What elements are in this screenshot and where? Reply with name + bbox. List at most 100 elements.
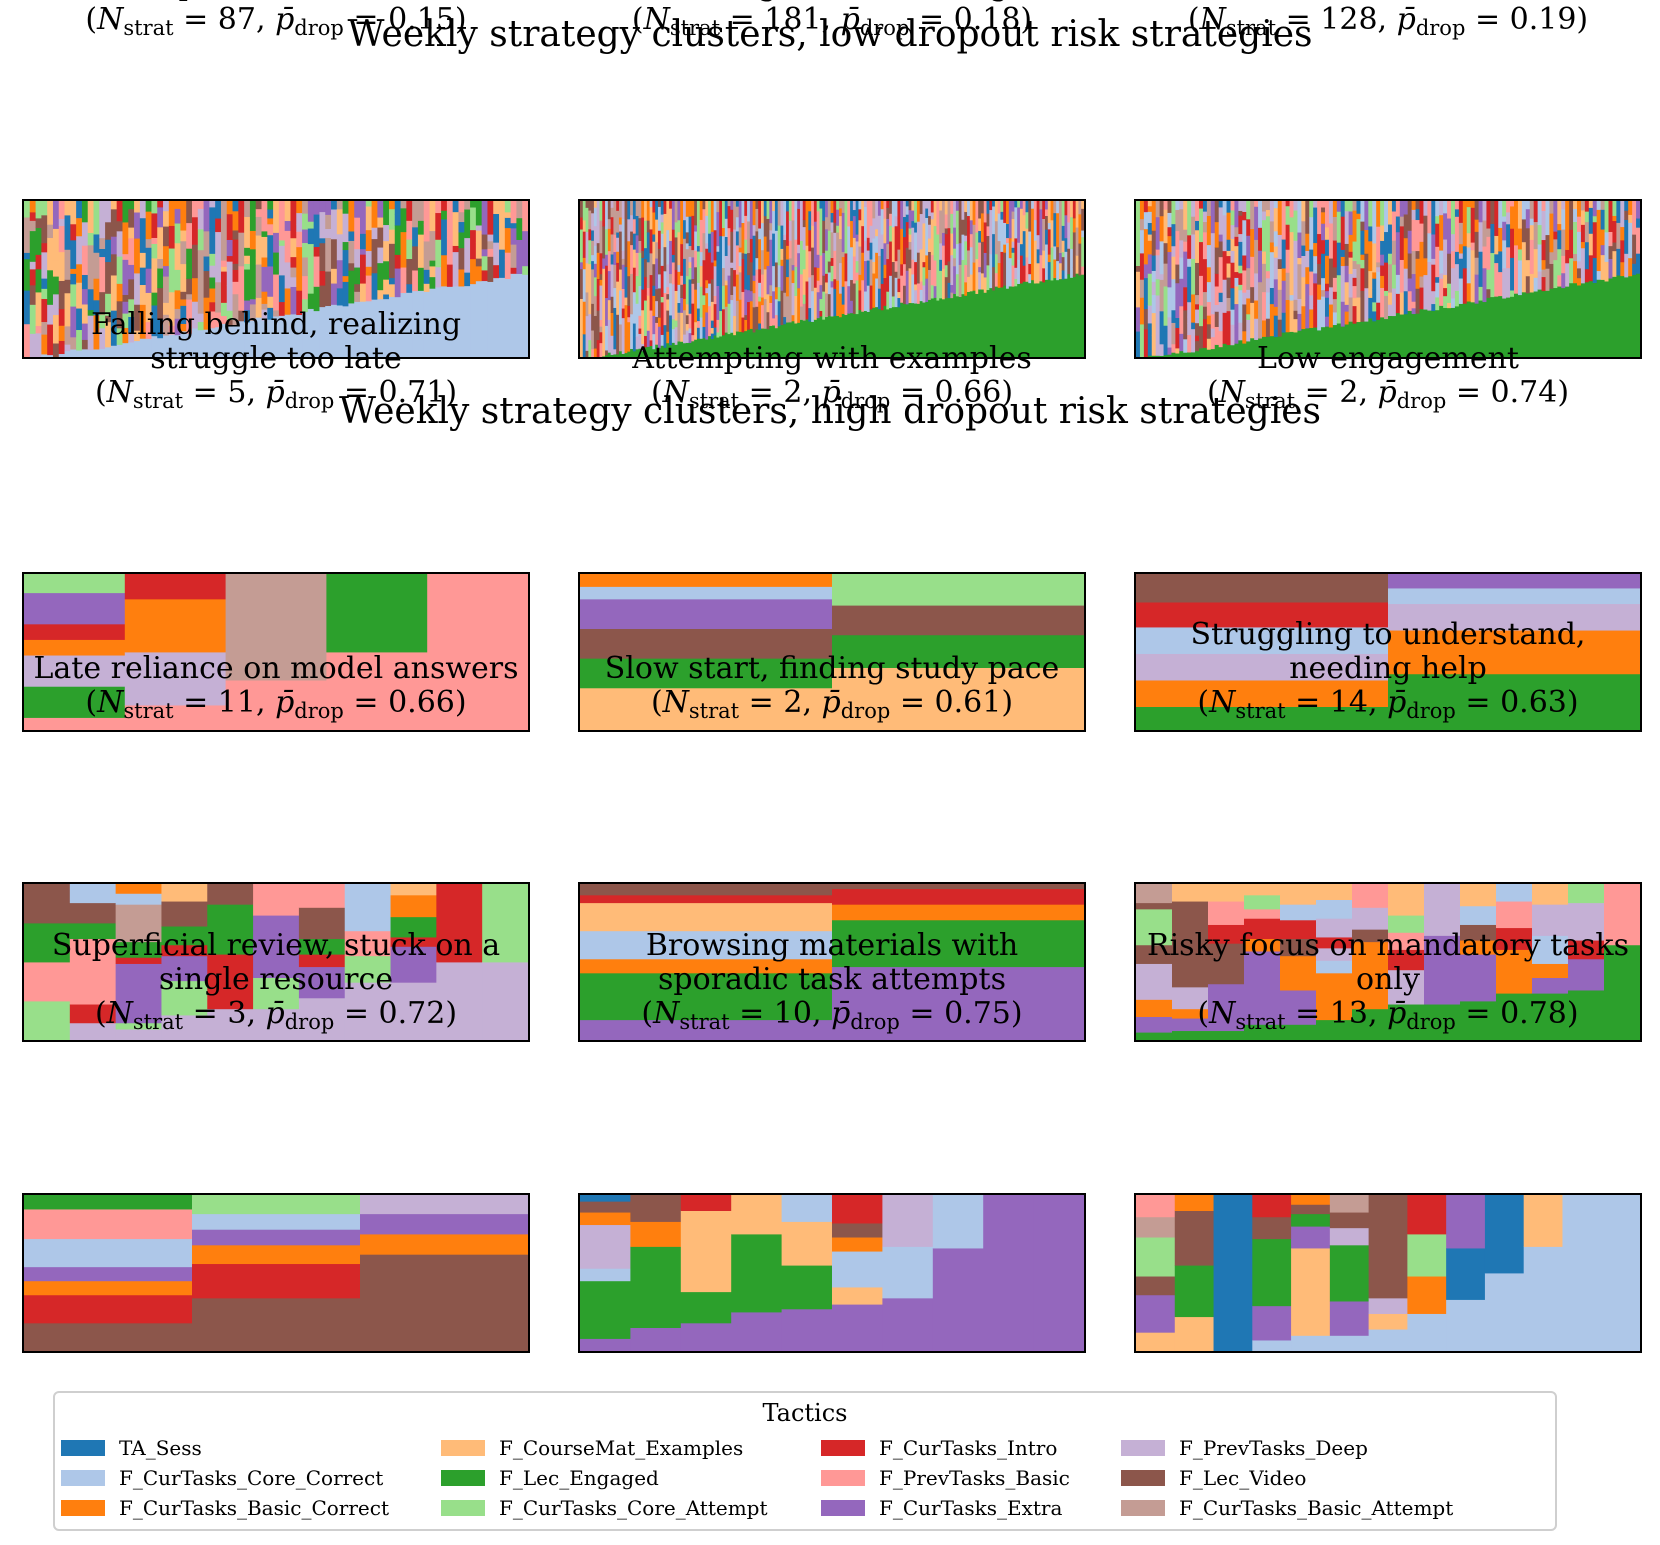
bar-segment-f-curtasks-basic-attempt: [613, 264, 617, 289]
bar-segment-f-lec-engaged: [1460, 1001, 1497, 1040]
bar-segment-f-coursemat-examples: [580, 902, 833, 932]
bar-segment-f-curtasks-basic-correct: [192, 277, 199, 285]
bar-segment-f-curtasks-intro: [115, 957, 163, 964]
bar-segment-f-curtasks-basic-correct: [838, 293, 843, 318]
bar-segment-f-curtasks-intro: [825, 273, 829, 283]
bar-segment-f-curtasks-core-attempt: [1139, 324, 1145, 357]
bar-segment-f-curtasks-intro: [1003, 201, 1007, 223]
bar-segment-f-curtasks-basic-attempt: [674, 201, 679, 223]
bar-segment-f-curtasks-intro: [290, 212, 297, 239]
bar-segment-f-curtasks-core-attempt: [955, 210, 960, 245]
bar-segment-f-curtasks-core-attempt: [99, 314, 106, 329]
bar-segment-f-curtasks-basic-attempt: [400, 201, 407, 209]
bar-segment-f-lec-video: [1195, 322, 1200, 336]
bar-segment-f-coursemat-examples: [1588, 201, 1594, 208]
bar-segment-f-curtasks-basic-correct: [618, 217, 623, 225]
bar-segment-f-lec-engaged: [24, 923, 71, 963]
bar-segment-f-curtasks-core-attempt: [151, 201, 158, 214]
bar-segment-f-curtasks-core-attempt: [302, 213, 309, 230]
bar-segment-f-prevtasks-deep: [1151, 281, 1157, 296]
bar-segment-f-curtasks-extra: [1474, 274, 1480, 304]
bar-segment-f-curtasks-core-attempt: [696, 251, 701, 283]
bar-segment-f-lec-video: [980, 201, 985, 214]
bar-segment-f-curtasks-basic-attempt: [630, 201, 634, 216]
bar-segment-f-lec-engaged: [799, 319, 804, 357]
bar-segment-f-curtasks-basic-correct: [832, 1237, 883, 1252]
bar-segment-ta-sess: [1431, 303, 1436, 312]
bar-segment-f-curtasks-extra: [302, 229, 309, 244]
bar-segment-f-prevtasks-basic: [1454, 201, 1460, 210]
panel-stats: (Nstrat = 181, p̄drop = 0.18): [631, 2, 1033, 40]
bar-segment-f-coursemat-examples: [580, 687, 833, 730]
bar-segment-f-curtasks-basic-correct: [1262, 320, 1267, 337]
bar-segment-f-curtasks-basic-correct: [744, 319, 748, 332]
bar-segment-f-lec-video: [832, 884, 1084, 890]
bar-segment-f-lec-engaged: [660, 345, 665, 357]
bar-segment-ta-sess: [1484, 1195, 1525, 1274]
bar-segment-f-curtasks-intro: [1569, 229, 1574, 259]
bar-segment-f-curtasks-basic-correct: [1628, 201, 1633, 215]
bar-segment-f-prevtasks-deep: [435, 266, 442, 288]
bar-segment-f-lec-engaged: [1006, 288, 1010, 357]
bar-segment-f-curtasks-extra: [680, 297, 684, 313]
bar-segment-f-curtasks-intro: [1360, 267, 1365, 291]
bar-segment-f-curtasks-core-correct: [635, 303, 640, 337]
bar-segment-f-curtasks-core-correct: [244, 321, 251, 357]
bar-segment-f-lec-engaged: [677, 341, 681, 357]
bar-segment-f-curtasks-basic-correct: [1596, 209, 1602, 218]
bar-segment-f-curtasks-basic-attempt: [1250, 201, 1255, 208]
bar-segment-f-curtasks-intro: [719, 201, 723, 237]
bar-segment-f-coursemat-examples: [417, 234, 425, 268]
bar-segment-f-lec-video: [1305, 201, 1310, 226]
bar-segment-f-curtasks-basic-correct: [1372, 272, 1377, 279]
bar-segment-ta-sess: [93, 234, 100, 253]
bar-segment-f-coursemat-examples: [825, 282, 829, 294]
bar-segment-f-lec-engaged: [1285, 331, 1291, 357]
bar-segment-f-prevtasks-basic: [1242, 270, 1247, 293]
bar-segment-f-curtasks-basic-attempt: [735, 300, 740, 332]
bar-segment-f-prevtasks-deep: [989, 209, 993, 236]
bar-segment-f-coursemat-examples: [1600, 254, 1606, 280]
bar-segment-f-curtasks-basic-attempt: [685, 248, 690, 277]
bar-segment-f-curtasks-extra: [1280, 990, 1317, 1025]
bar-segment-f-lec-engaged: [1388, 315, 1393, 357]
bar-segment-f-curtasks-intro: [298, 954, 346, 968]
bar-segment-f-curtasks-basic-correct: [1628, 257, 1633, 277]
bar-segment-f-curtasks-core-attempt: [836, 201, 840, 210]
bar-segment-f-curtasks-core-correct: [1529, 218, 1535, 226]
bar-segment-f-curtasks-core-attempt: [1061, 251, 1066, 258]
bar-segment-f-lec-engaged: [688, 342, 692, 357]
bar-segment-f-lec-engaged: [1466, 301, 1472, 357]
bar-segment-f-coursemat-examples: [383, 279, 390, 295]
bar-segment-f-lec-video: [1407, 201, 1413, 231]
bar-segment-f-curtasks-intro: [1541, 276, 1547, 292]
legend-item-f-lec-video: F_Lec_Video: [1121, 1465, 1306, 1491]
bar-segment-f-curtasks-intro: [1313, 306, 1318, 328]
bar-segment-f-curtasks-extra: [1380, 254, 1385, 266]
bar-segment-f-prevtasks-basic: [911, 259, 915, 275]
bar-segment-f-curtasks-intro: [1064, 201, 1068, 216]
bar-segment-f-curtasks-basic-correct: [1577, 277, 1582, 286]
bar-segment-f-curtasks-basic-correct: [180, 299, 187, 306]
bar-segment-f-lec-engaged: [1636, 273, 1640, 357]
bar-segment-f-lec-engaged: [580, 658, 833, 689]
bar-segment-f-lec-engaged: [1262, 336, 1267, 357]
bar-segment-f-lec-engaged: [994, 286, 999, 357]
bar-segment-f-lec-video: [783, 239, 787, 258]
bar-segment-ta-sess: [819, 201, 823, 209]
bar-segment-f-curtasks-core-attempt: [844, 225, 848, 254]
bar-segment-f-lec-video: [1328, 258, 1334, 288]
bar-segment-f-coursemat-examples: [157, 226, 164, 260]
bar-segment-f-lec-video: [1293, 310, 1299, 320]
bar-segment-f-curtasks-intro: [1553, 231, 1558, 240]
bar-segment-f-prevtasks-deep: [618, 224, 623, 232]
bar-segment-f-curtasks-intro: [733, 269, 737, 287]
bar-segment-f-prevtasks-basic: [1262, 291, 1267, 321]
bar-segment-f-coursemat-examples: [64, 201, 71, 216]
bar-segment-f-prevtasks-basic: [630, 244, 634, 274]
bar-segment-f-curtasks-intro: [616, 201, 620, 211]
bar-segment-ta-sess: [947, 282, 951, 299]
bar-segment-f-curtasks-basic-correct: [624, 304, 628, 337]
bar-segment-f-curtasks-core-attempt: [644, 220, 648, 249]
bar-segment-f-curtasks-extra: [1443, 212, 1448, 240]
